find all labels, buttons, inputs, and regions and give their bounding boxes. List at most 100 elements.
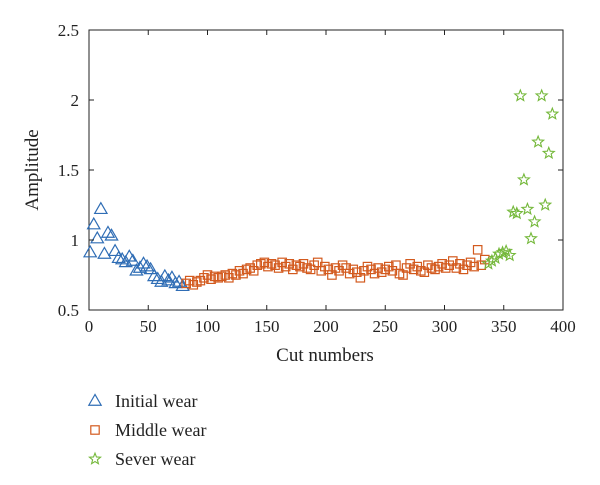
legend-marker [90,425,100,435]
data-point [341,263,351,273]
y-tick-label: 2 [71,91,80,110]
data-point [139,258,155,272]
axis-ticks: 0 50 100 150 200 250 300 350 400 0.5 1 1.5 2 2.5 [58,21,576,336]
data-point [513,88,528,102]
series-initial-wear [82,201,190,292]
data-point [472,245,483,255]
data-point [408,264,419,275]
data-point [369,268,380,279]
x-tick-label: 300 [432,317,458,336]
data-point [520,201,535,216]
data-point [216,271,227,282]
data-point [245,263,255,273]
data-point [241,264,252,275]
data-point [502,248,517,262]
data-point [538,197,553,211]
legend-marker [88,451,102,465]
y-tick-label: 2.5 [58,21,79,40]
data-point [320,261,330,272]
x-tick-label: 200 [313,317,339,336]
data-point [334,266,344,276]
data-point [330,263,341,273]
data-point [199,273,209,283]
data-point [146,268,162,282]
data-point [440,263,451,273]
data-point [416,266,426,276]
data-point [295,261,305,272]
data-point [541,145,556,160]
data-point [323,264,334,275]
data-point [433,261,444,272]
series-middle-wear [181,245,490,290]
data-point [284,259,295,269]
data-point [209,271,220,282]
data-point [143,261,158,275]
data-point [398,270,408,280]
data-point [405,259,415,269]
data-point [263,261,273,272]
data-point [426,263,437,273]
data-point [213,273,223,283]
legend: Initial wear Middle wear Sever wear [87,391,206,469]
data-point [447,256,458,266]
data-point [280,261,291,272]
legend-entry-label: Initial wear [115,391,197,411]
data-point [337,260,348,270]
data-point [90,230,105,244]
data-point [273,263,284,273]
data-point [248,266,259,276]
legend-entry-label: Sever wear [115,449,195,469]
data-point [534,88,549,102]
data-point [394,268,405,279]
x-tick-label: 100 [195,317,221,336]
x-tick-label: 0 [85,317,94,336]
data-point [270,260,280,270]
data-point [168,275,183,289]
legend-marker [87,393,103,406]
data-point [181,278,191,289]
data-point [524,231,538,245]
data-point [107,243,123,257]
data-point [309,260,319,270]
x-tick-label: 150 [254,317,280,336]
data-point [462,260,472,270]
data-point [430,264,440,275]
data-point [136,256,151,269]
data-point [352,267,362,277]
data-point [387,266,398,276]
data-point [206,274,216,284]
x-axis-title: Cut numbers [276,345,374,366]
x-tick-label: 400 [550,317,576,336]
data-point [355,273,366,283]
y-tick-label: 0.5 [58,301,79,320]
data-point [220,270,231,280]
y-tick-label: 1 [71,231,80,250]
data-point [125,253,141,266]
data-point [455,259,465,269]
data-point [256,259,266,269]
legend-entry-label: Middle wear [115,420,206,440]
data-point [469,261,479,272]
x-tick-label: 350 [491,317,517,336]
x-tick-label: 50 [140,317,157,336]
x-tick-label: 250 [373,317,399,336]
data-point [291,260,302,270]
data-point [234,266,245,276]
y-axis-title: Amplitude [22,129,43,210]
data-point [195,275,206,286]
data-point [86,216,101,230]
data-point [82,244,98,258]
data-point [362,261,373,272]
data-point [100,225,116,238]
data-point [376,267,387,277]
data-point [531,134,546,148]
series-sever-wear [481,88,560,270]
data-point [252,260,263,270]
data-point [93,201,109,215]
data-point [161,272,176,286]
data-point [104,228,119,241]
data-point [527,214,542,228]
data-point [302,263,312,273]
data-point [380,264,391,275]
